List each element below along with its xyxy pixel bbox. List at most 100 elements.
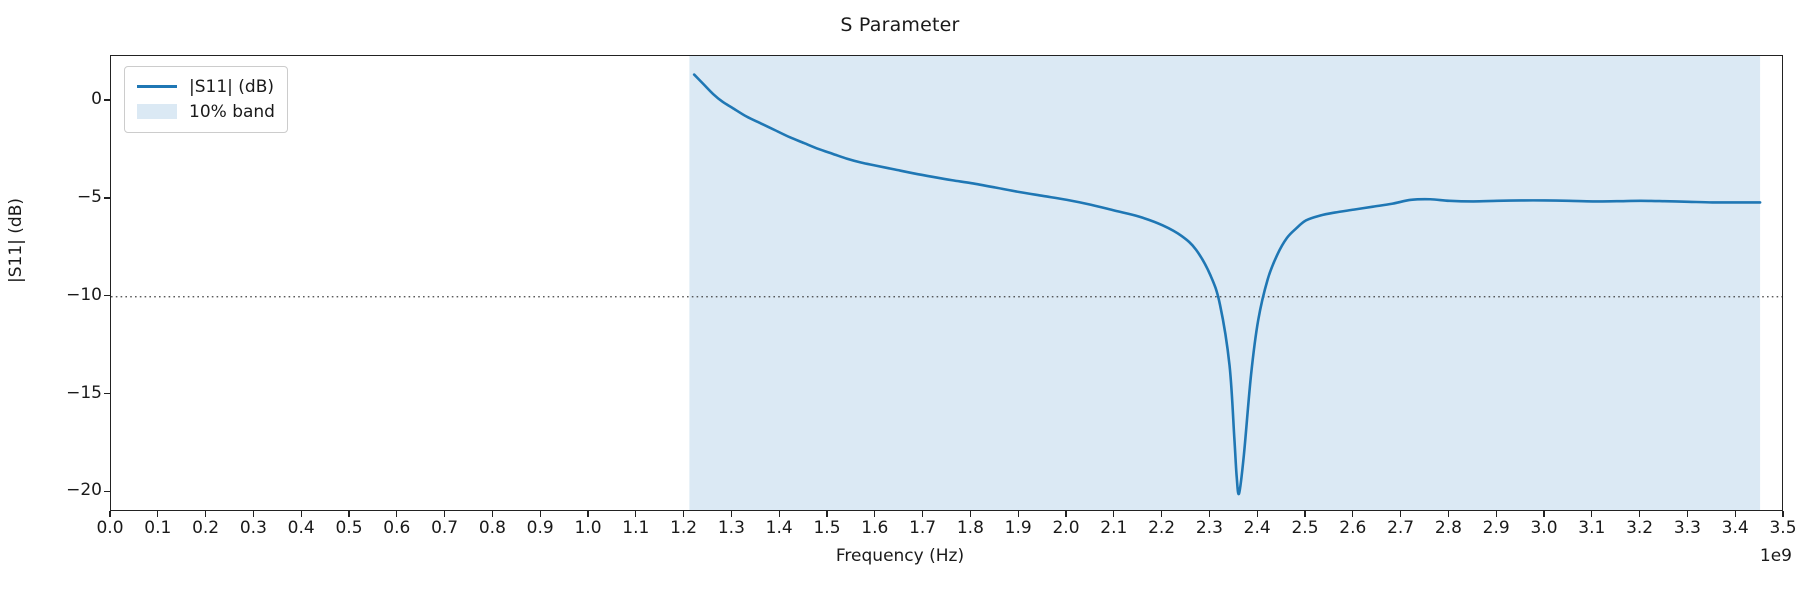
x-tick-label: 0.4	[287, 518, 315, 538]
x-tick-mark	[1686, 511, 1689, 517]
x-tick-mark	[1065, 511, 1067, 517]
x-tick-label: 0.2	[192, 518, 220, 538]
x-tick-label: 3.2	[1626, 518, 1654, 538]
x-tick-label: 1.4	[765, 518, 793, 538]
x-tick-label: 2.2	[1148, 518, 1176, 538]
x-tick-label: 2.4	[1243, 518, 1271, 538]
chart-legend: |S11| (dB) 10% band	[124, 66, 288, 133]
x-tick-mark	[778, 511, 780, 517]
x-tick-label: 1.2	[670, 518, 698, 538]
x-tick-label: 1.9	[1004, 518, 1032, 538]
x-tick-mark	[1543, 511, 1545, 517]
y-tick-label: −15	[66, 382, 102, 403]
x-tick-label: 1.6	[861, 518, 889, 538]
chart-title: S Parameter	[840, 14, 960, 36]
x-tick-label: 0.9	[526, 518, 554, 538]
x-tick-label: 0.5	[335, 518, 363, 538]
x-tick-label: 1.0	[574, 518, 602, 538]
legend-item-s11: |S11| (dB)	[137, 74, 275, 99]
band-group	[689, 56, 1761, 510]
x-tick-label: 2.7	[1387, 518, 1415, 538]
x-tick-mark	[1734, 511, 1736, 517]
x-tick-label: 1.3	[717, 518, 745, 538]
x-tick-mark	[443, 511, 446, 517]
x-tick-mark	[921, 511, 924, 517]
x-tick-label: 0.1	[144, 518, 172, 538]
series-line-s11	[692, 73, 1762, 496]
x-tick-label: 0.0	[96, 518, 124, 538]
x-tick-label: 2.8	[1434, 518, 1462, 538]
x-tick-mark	[1304, 511, 1306, 517]
x-tick-label: 3.1	[1578, 518, 1606, 538]
legend-label-s11: |S11| (dB)	[189, 76, 274, 97]
x-tick-mark	[300, 511, 302, 517]
x-axis-label: Frequency (Hz)	[835, 546, 965, 566]
series-group	[692, 73, 1762, 496]
x-tick-mark	[1638, 511, 1641, 517]
x-tick-label: 1.1	[622, 518, 650, 538]
x-tick-mark	[730, 511, 733, 517]
x-tick-mark	[204, 511, 207, 517]
y-axis-label: |S11| (dB)	[6, 198, 26, 283]
x-tick-label: 2.1	[1100, 518, 1128, 538]
x-tick-label: 2.5	[1291, 518, 1319, 538]
x-tick-mark	[874, 511, 876, 517]
x-axis-offset-text: 1e9	[1759, 546, 1792, 566]
y-tick-label: −5	[76, 186, 102, 207]
x-tick-label: 2.9	[1482, 518, 1510, 538]
x-tick-mark	[109, 511, 111, 517]
legend-item-band: 10% band	[137, 99, 275, 124]
y-tick-label: −10	[66, 284, 102, 305]
x-tick-mark	[1160, 511, 1163, 517]
x-tick-mark	[1352, 511, 1354, 517]
legend-line-swatch-icon	[137, 85, 177, 88]
x-tick-label: 1.8	[956, 518, 984, 538]
x-tick-mark	[1495, 511, 1497, 517]
legend-label-band: 10% band	[189, 101, 275, 122]
y-tick-mark	[104, 99, 110, 101]
x-tick-mark	[635, 511, 637, 517]
x-tick-mark	[396, 511, 398, 517]
y-tick-mark	[104, 392, 110, 395]
x-tick-label: 2.3	[1195, 518, 1223, 538]
x-tick-label: 0.8	[478, 518, 506, 538]
x-tick-label: 3.3	[1673, 518, 1701, 538]
x-tick-mark	[1113, 511, 1115, 517]
y-tick-label: 0	[91, 89, 102, 109]
x-tick-mark	[157, 511, 159, 517]
band-rect	[689, 56, 1761, 510]
y-tick-mark	[104, 295, 110, 297]
x-tick-label: 1.5	[813, 518, 841, 538]
x-tick-mark	[1591, 511, 1593, 517]
y-tick-mark	[104, 490, 110, 493]
x-tick-label: 0.7	[431, 518, 459, 538]
plot-area	[110, 55, 1783, 511]
x-tick-label: 3.0	[1530, 518, 1558, 538]
x-tick-label: 3.4	[1721, 518, 1749, 538]
y-tick-mark	[104, 197, 110, 199]
x-tick-label: 0.6	[383, 518, 411, 538]
x-tick-mark	[587, 511, 589, 517]
x-tick-mark	[348, 511, 350, 517]
x-tick-mark	[1256, 511, 1258, 517]
x-tick-mark	[1782, 511, 1784, 517]
x-tick-mark	[969, 511, 972, 517]
x-tick-label: 2.6	[1339, 518, 1367, 538]
y-tick-label: −20	[66, 480, 102, 501]
x-tick-mark	[826, 511, 828, 517]
x-tick-label: 1.7	[909, 518, 937, 538]
x-tick-mark	[539, 511, 541, 517]
x-tick-label: 2.0	[1052, 518, 1080, 538]
x-tick-label: 3.5	[1769, 518, 1797, 538]
plot-svg	[111, 56, 1782, 510]
x-tick-mark	[252, 511, 255, 517]
x-tick-mark	[1208, 511, 1211, 517]
x-tick-mark	[682, 511, 685, 517]
x-tick-mark	[1447, 511, 1450, 517]
x-tick-mark	[491, 511, 494, 517]
x-tick-mark	[1399, 511, 1402, 517]
x-tick-label: 0.3	[239, 518, 267, 538]
legend-patch-swatch-icon	[137, 104, 177, 119]
x-tick-mark	[1017, 511, 1019, 517]
